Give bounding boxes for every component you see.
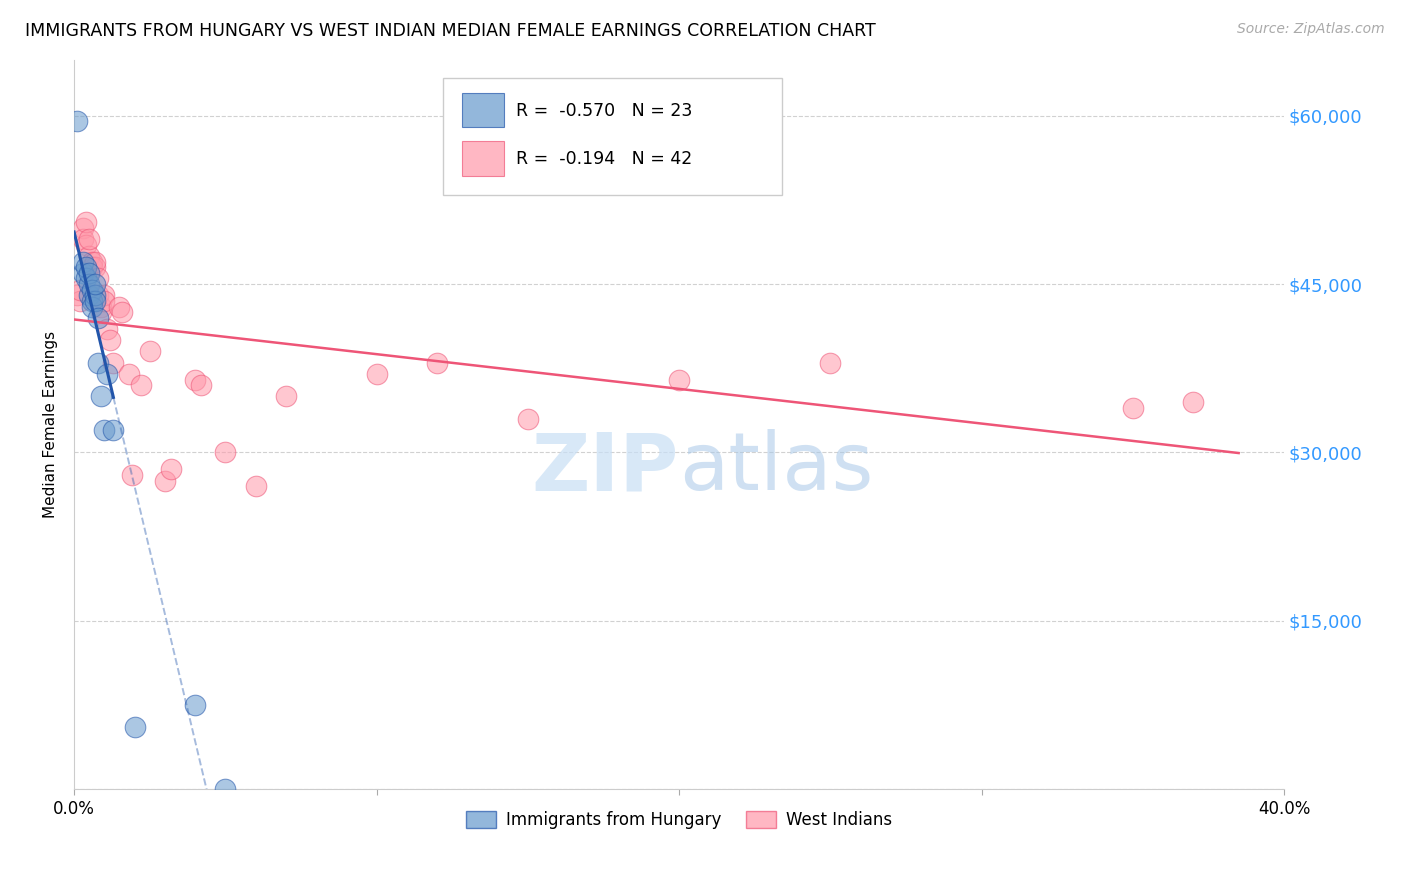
Point xyxy=(84,288,107,302)
Text: ZIP: ZIP xyxy=(531,429,679,508)
Point xyxy=(111,305,134,319)
Point xyxy=(66,288,89,302)
Point xyxy=(77,288,100,302)
Point xyxy=(72,266,94,280)
Point xyxy=(90,300,112,314)
Point xyxy=(93,293,115,308)
Point xyxy=(184,372,207,386)
Point xyxy=(84,293,107,308)
Point xyxy=(96,367,118,381)
FancyBboxPatch shape xyxy=(443,78,782,194)
Text: Source: ZipAtlas.com: Source: ZipAtlas.com xyxy=(1237,22,1385,37)
Point xyxy=(103,356,125,370)
Point xyxy=(87,356,110,370)
Point xyxy=(77,266,100,280)
Point xyxy=(87,288,110,302)
Point xyxy=(77,277,100,291)
Point xyxy=(69,283,91,297)
Point xyxy=(100,333,122,347)
Point xyxy=(87,271,110,285)
Point xyxy=(82,283,104,297)
Point xyxy=(82,254,104,268)
Point xyxy=(77,249,100,263)
Point xyxy=(184,698,207,712)
Point xyxy=(66,114,89,128)
Point xyxy=(108,300,131,314)
Point xyxy=(426,356,449,370)
Point xyxy=(87,310,110,325)
Point xyxy=(75,237,97,252)
Point xyxy=(93,423,115,437)
Text: atlas: atlas xyxy=(679,429,873,508)
Point xyxy=(124,721,146,735)
Point xyxy=(75,215,97,229)
Point xyxy=(72,254,94,268)
Point xyxy=(82,260,104,275)
Point xyxy=(96,322,118,336)
Point xyxy=(274,389,297,403)
Point xyxy=(93,288,115,302)
Point xyxy=(75,260,97,275)
Text: R =  -0.194   N = 42: R = -0.194 N = 42 xyxy=(516,150,692,168)
Point xyxy=(121,467,143,482)
Point xyxy=(82,293,104,308)
Point xyxy=(103,423,125,437)
Point xyxy=(1182,395,1205,409)
Point xyxy=(245,479,267,493)
Legend: Immigrants from Hungary, West Indians: Immigrants from Hungary, West Indians xyxy=(460,804,898,836)
Point xyxy=(129,378,152,392)
FancyBboxPatch shape xyxy=(463,141,503,176)
Point xyxy=(516,412,538,426)
Point xyxy=(75,271,97,285)
Point xyxy=(84,254,107,268)
Point xyxy=(820,356,842,370)
Point xyxy=(82,300,104,314)
Point xyxy=(668,372,690,386)
Point xyxy=(90,305,112,319)
Point xyxy=(153,474,176,488)
Point xyxy=(69,293,91,308)
Point xyxy=(366,367,388,381)
Text: R =  -0.570   N = 23: R = -0.570 N = 23 xyxy=(516,102,692,120)
Point xyxy=(1122,401,1144,415)
Point xyxy=(214,445,236,459)
Point xyxy=(160,462,183,476)
Point xyxy=(117,367,139,381)
Point xyxy=(190,378,212,392)
Point xyxy=(77,232,100,246)
Y-axis label: Median Female Earnings: Median Female Earnings xyxy=(44,331,58,518)
FancyBboxPatch shape xyxy=(463,93,503,128)
Point xyxy=(214,782,236,797)
Text: IMMIGRANTS FROM HUNGARY VS WEST INDIAN MEDIAN FEMALE EARNINGS CORRELATION CHART: IMMIGRANTS FROM HUNGARY VS WEST INDIAN M… xyxy=(25,22,876,40)
Point xyxy=(84,277,107,291)
Point xyxy=(84,260,107,275)
Point xyxy=(138,344,160,359)
Point xyxy=(72,221,94,235)
Point xyxy=(72,232,94,246)
Point xyxy=(90,389,112,403)
